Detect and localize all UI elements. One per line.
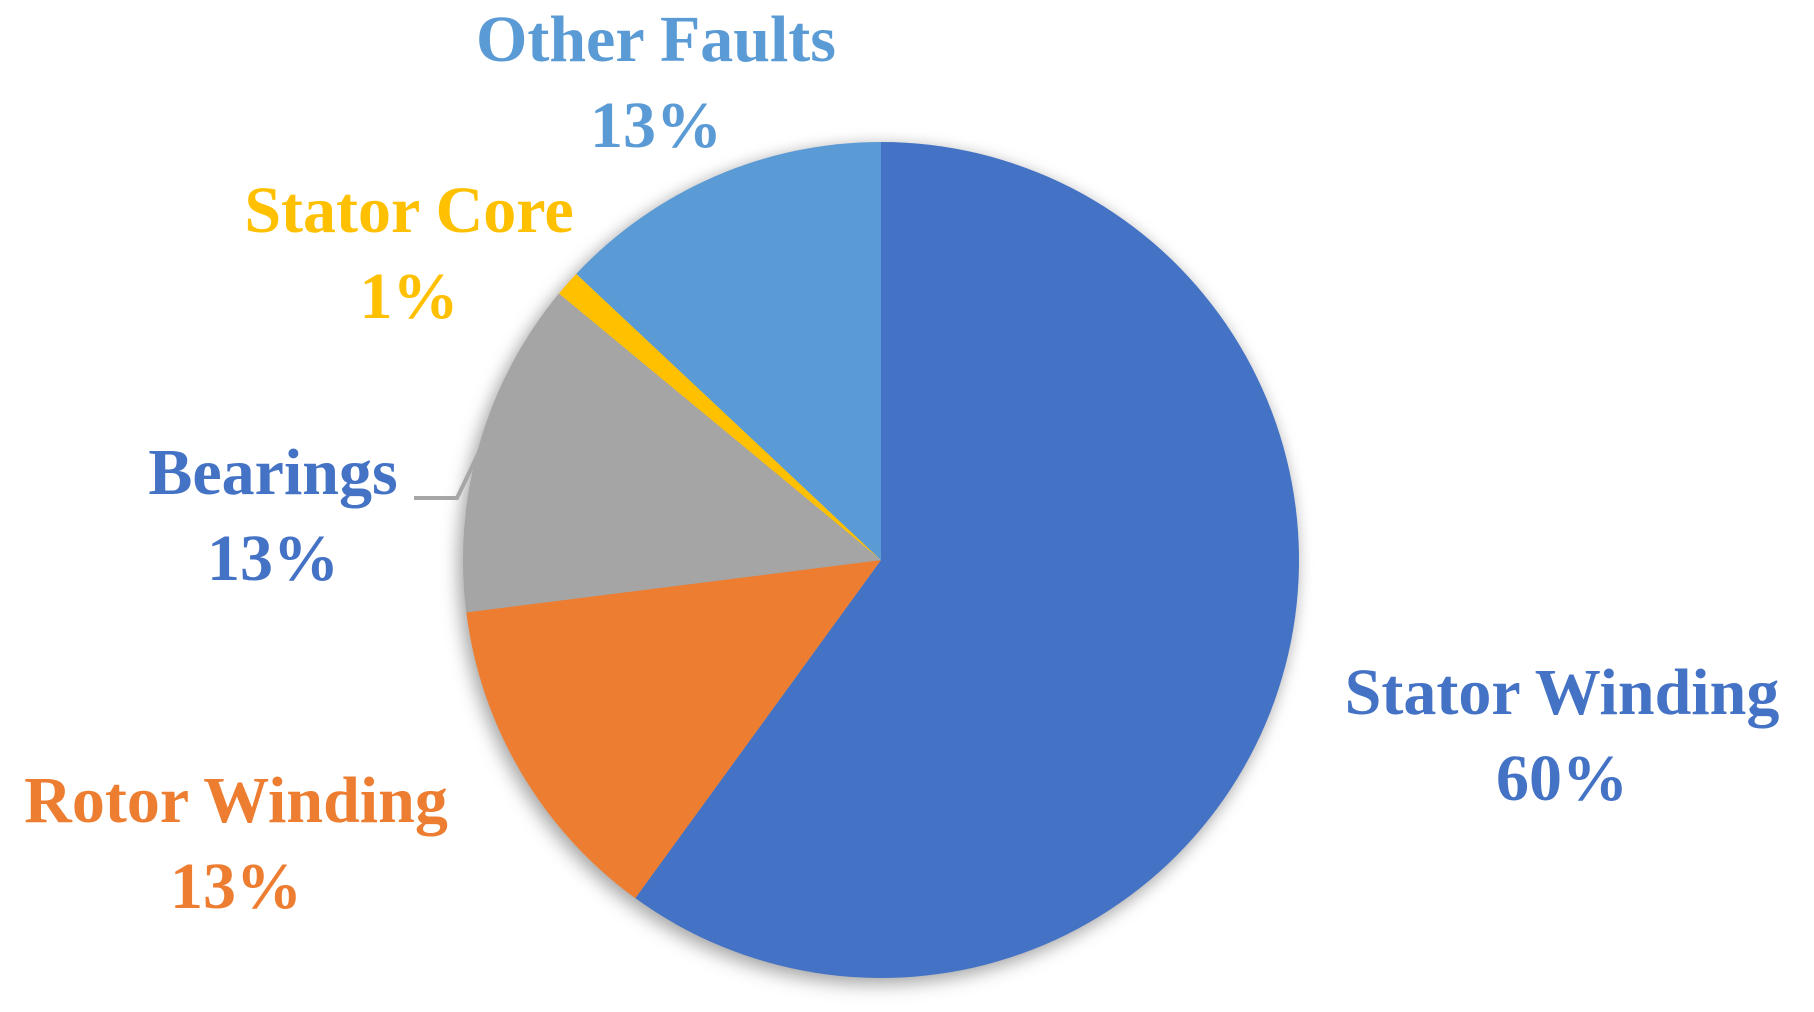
label-stator-core: Stator Core 1% (244, 168, 573, 340)
pie-slice-stator-winding (635, 142, 1300, 978)
pie-slice-other-faults (576, 142, 881, 560)
label-stator-core-name: Stator Core (244, 174, 574, 247)
label-rotor-winding: Rotor Winding 13% (24, 758, 448, 930)
label-rotor-winding-pct: 13% (170, 850, 302, 923)
label-bearings: Bearings 13% (148, 430, 397, 602)
pie-slice-bearings (463, 293, 881, 613)
label-other-faults: Other Faults 13% (476, 0, 836, 169)
label-stator-winding-name: Stator Winding (1344, 656, 1780, 729)
label-stator-winding: Stator Winding 60% (1345, 650, 1780, 822)
pie-slices-group (463, 142, 1300, 978)
label-bearings-name: Bearings (148, 436, 398, 509)
label-other-faults-pct: 13% (589, 89, 722, 162)
bearings-leader-line (414, 443, 485, 500)
label-other-faults-name: Other Faults (476, 3, 836, 76)
label-bearings-pct: 13% (207, 522, 339, 595)
label-stator-winding-pct: 60% (1495, 742, 1628, 815)
label-rotor-winding-name: Rotor Winding (24, 764, 448, 837)
pie-slice-rotor-winding (466, 560, 881, 899)
pie-slice-stator-core (558, 273, 881, 560)
label-stator-core-pct: 1% (359, 260, 459, 333)
